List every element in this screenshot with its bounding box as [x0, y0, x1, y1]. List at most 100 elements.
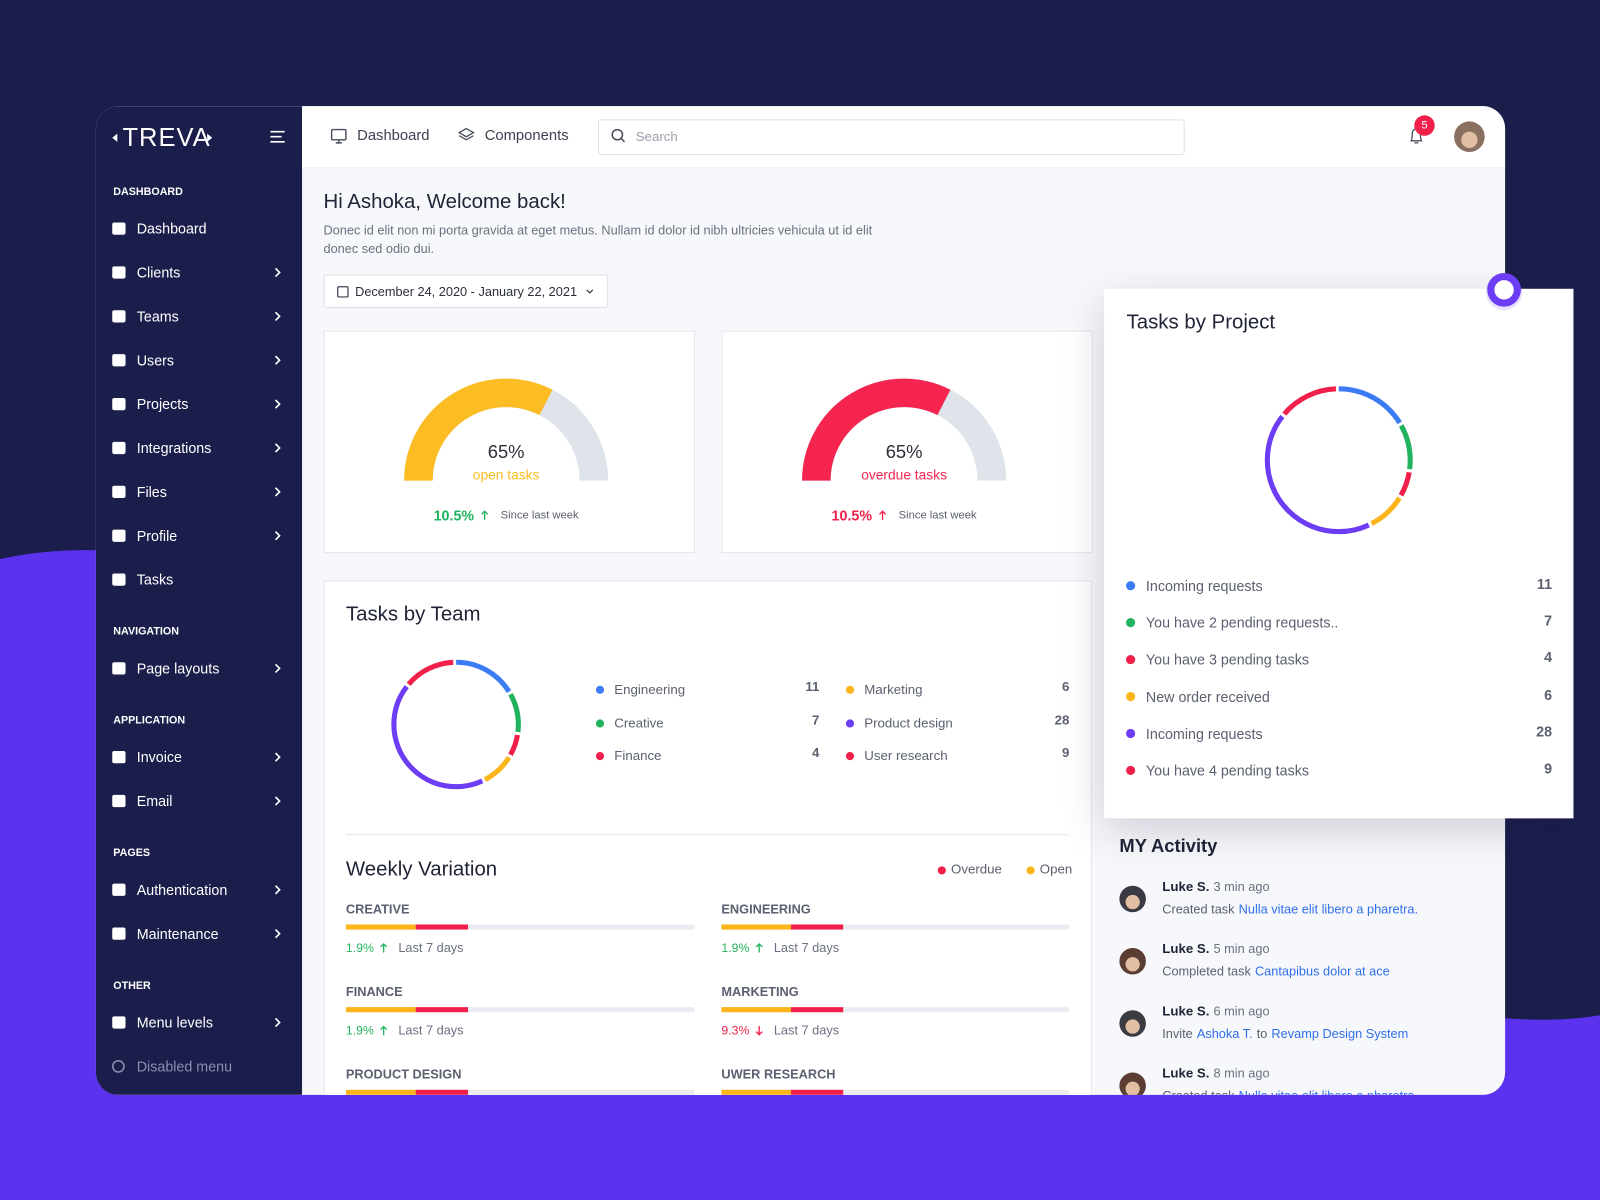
- legend-label: Overdue: [951, 861, 1002, 877]
- calendar-icon: [337, 286, 349, 298]
- activity-avatar-face: [1125, 1081, 1140, 1095]
- gauge-arc: [404, 378, 553, 482]
- activity-text: Invite Ashoka T. to Revamp Design System: [1162, 1023, 1408, 1043]
- top-nav-link[interactable]: Dashboard: [357, 127, 430, 144]
- legend-dot: [1126, 728, 1136, 739]
- progress-open: [721, 924, 792, 930]
- legend-dot: [845, 752, 855, 761]
- menu-icon: [112, 1016, 126, 1029]
- date-range-button[interactable]: [323, 274, 609, 309]
- menu-item[interactable]: Clients: [136, 264, 181, 281]
- legend-value: 9: [1062, 744, 1070, 761]
- legend-label: Open: [1039, 861, 1073, 877]
- menu-item[interactable]: Invoice: [136, 748, 182, 766]
- trend-arrow: [380, 942, 388, 953]
- top-nav-link[interactable]: Components: [484, 127, 569, 144]
- layers-icon: [457, 127, 475, 141]
- graphics: [111, 115, 1485, 1095]
- donut-segment: [1264, 386, 1413, 535]
- welcome-title: Hi Ashoka, Welcome back!: [323, 190, 566, 214]
- progress-open: [345, 924, 416, 930]
- date-range[interactable]: December 24, 2020 - January 22, 2021: [355, 284, 578, 299]
- menu-chevron: [274, 267, 281, 278]
- variation-period: Last 7 days: [398, 1023, 464, 1038]
- card-title: Weekly Variation: [345, 858, 498, 881]
- menu-item[interactable]: Maintenance: [136, 925, 219, 942]
- progress-open: [721, 1089, 792, 1095]
- activity-link[interactable]: Nulla vitae elit libero a pharetra.: [1238, 902, 1419, 917]
- gauge-arc: [802, 378, 951, 482]
- progress-overdue: [791, 1089, 844, 1095]
- gauge-caption: open tasks: [472, 467, 540, 483]
- legend-value: 6: [1544, 686, 1553, 703]
- gauge-since: Since last week: [898, 509, 977, 522]
- decor-ring: [1487, 272, 1521, 307]
- sidebar-section-title: PAGES: [113, 846, 150, 860]
- variation-period: Last 7 days: [773, 1023, 840, 1038]
- welcome-text: Donec id elit non mi porta gravida at eg…: [323, 223, 873, 257]
- trend-arrow: [878, 510, 886, 520]
- progress-overdue: [415, 924, 469, 930]
- trend-arrow-shape: [756, 1026, 764, 1036]
- search-icon: [611, 128, 624, 141]
- activity-title: MY Activity: [1119, 835, 1218, 857]
- variation-label: ENGINEERING: [721, 902, 811, 917]
- activity-user: Luke S.: [1162, 1065, 1210, 1081]
- menu-item[interactable]: Dashboard: [136, 220, 207, 237]
- menu-chevron: [274, 796, 281, 806]
- variation-change: 9.3% Last 7 days: [721, 1020, 839, 1040]
- sidebar-section-title: DASHBOARD: [113, 185, 183, 198]
- gauge-caption: overdue tasks: [861, 467, 947, 483]
- variation-change: 1.9% Last 7 days: [721, 938, 839, 958]
- menu-item[interactable]: Projects: [136, 395, 189, 413]
- legend-label: Marketing: [864, 681, 923, 697]
- variation-change: 1.9% Last 7 days: [346, 938, 464, 958]
- variation-period: Last 7 days: [773, 940, 840, 956]
- legend-dot: [1126, 691, 1136, 702]
- menu-item[interactable]: Authentication: [136, 881, 228, 898]
- activity-action: Completed task: [1162, 964, 1251, 979]
- user-avatar-face: [1461, 131, 1478, 148]
- menu-item[interactable]: Profile: [136, 527, 178, 544]
- activity-link[interactable]: Revamp Design System: [1271, 1026, 1409, 1041]
- menu-toggle: [270, 130, 285, 143]
- menu-item[interactable]: Tasks: [136, 571, 174, 588]
- activity-link[interactable]: Nulla vitae elit libero a pharetra.: [1239, 1086, 1418, 1095]
- sidebar-section-title: OTHER: [113, 979, 151, 992]
- gauge-value: 65%: [885, 441, 923, 463]
- variation-change-value: 1.9%: [345, 940, 374, 956]
- legend-value: 28: [1536, 723, 1553, 740]
- search-placeholder: Search: [635, 128, 678, 144]
- activity-time: 5 min ago: [1213, 941, 1270, 957]
- activity-link[interactable]: Cantapibus dolor at ace: [1254, 964, 1390, 979]
- activity-link[interactable]: Ashoka T.: [1196, 1026, 1253, 1041]
- gauge-change: 10.5% Since last week: [434, 505, 579, 525]
- donut-segment: [1264, 386, 1413, 535]
- menu-item[interactable]: Users: [136, 352, 175, 369]
- activity-time: 6 min ago: [1213, 1004, 1270, 1019]
- legend-value: 7: [1544, 612, 1553, 629]
- menu-item[interactable]: Files: [136, 483, 167, 500]
- menu-icon: [112, 310, 126, 323]
- menu-icon: [112, 662, 126, 675]
- menu-item[interactable]: Email: [136, 792, 173, 810]
- menu-chevron: [274, 355, 281, 365]
- progress-open: [721, 1007, 792, 1013]
- menu-item[interactable]: Integrations: [136, 439, 212, 457]
- legend-dot: [1126, 581, 1136, 591]
- search-box[interactable]: [597, 119, 1185, 156]
- menu-icon: [112, 927, 126, 940]
- gauge-card: [323, 330, 695, 554]
- menu-item[interactable]: Menu levels: [136, 1014, 213, 1031]
- activity-avatar-face: [1125, 894, 1140, 910]
- menu-item[interactable]: Teams: [136, 308, 179, 325]
- menu-item[interactable]: Page layouts: [136, 660, 220, 677]
- variation-period: Last 7 days: [398, 940, 464, 956]
- legend-label: Creative: [614, 715, 664, 731]
- legend-label: You have 2 pending requests..: [1145, 614, 1339, 631]
- donut-segment: [391, 659, 521, 790]
- brand: TREVA: [122, 123, 211, 153]
- variation-label: UWER RESEARCH: [721, 1067, 836, 1082]
